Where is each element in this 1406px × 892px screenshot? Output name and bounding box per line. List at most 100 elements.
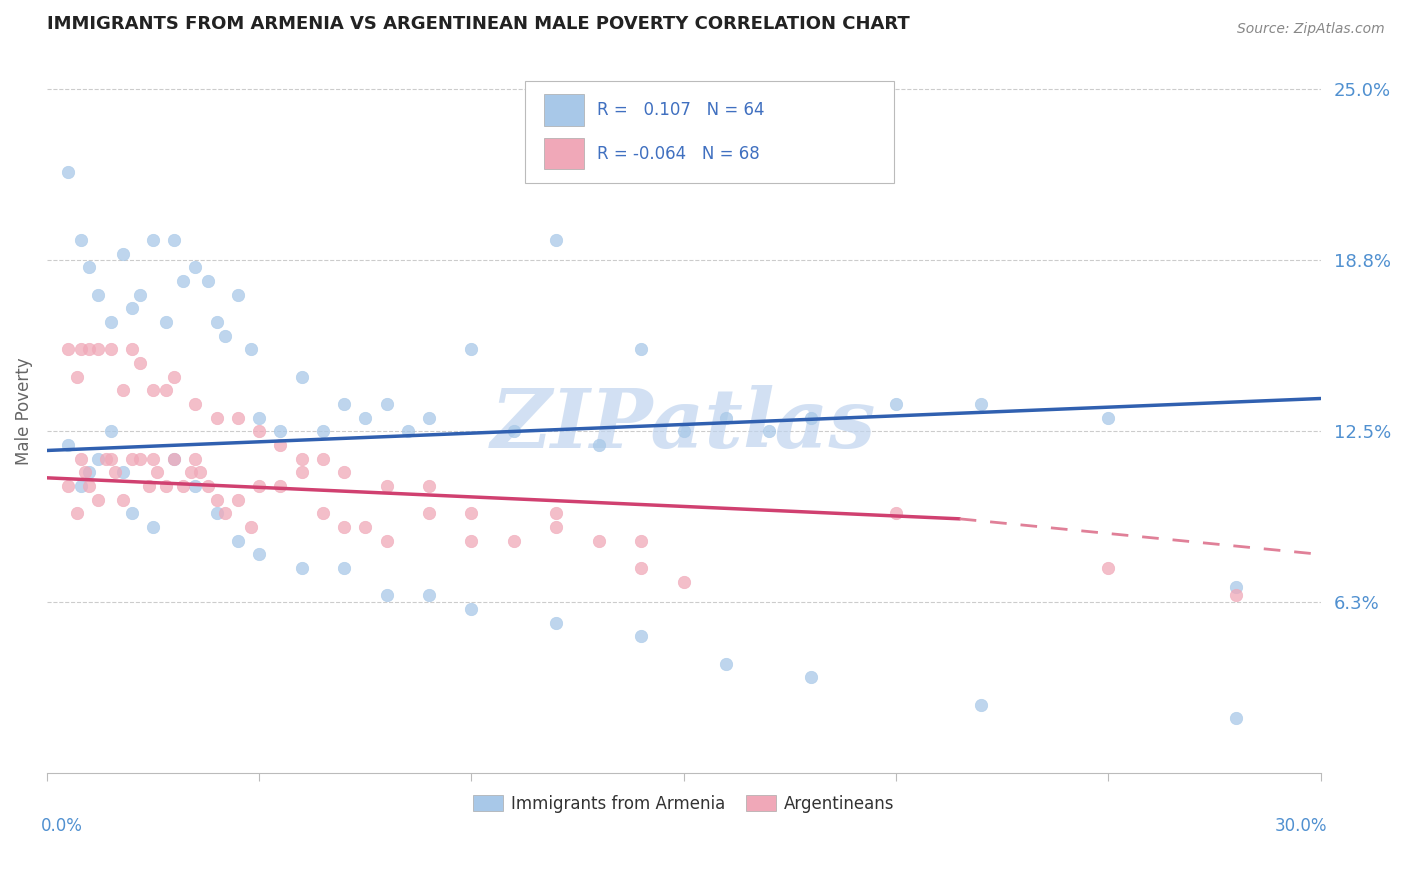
Point (546, 233, 568, 247)
Point (312, 507, 335, 521)
Point (163, 451, 186, 466)
Text: IMMIGRANTS FROM ARMENIA VS ARGENTINEAN MALE POVERTY CORRELATION CHART: IMMIGRANTS FROM ARMENIA VS ARGENTINEAN M… (46, 15, 910, 33)
Point (121, 343, 143, 357)
Point (70, 233, 93, 247)
Point (79, 260, 101, 275)
Point (65, 369, 87, 384)
Point (758, 425, 780, 439)
Point (418, 410, 440, 425)
Point (1097, 410, 1119, 425)
Text: 30.0%: 30.0% (1274, 817, 1327, 835)
Point (672, 425, 695, 439)
Point (121, 301, 143, 316)
Point (312, 425, 335, 439)
Point (226, 287, 249, 301)
Point (800, 410, 823, 425)
Point (247, 548, 270, 562)
Point (188, 466, 211, 480)
Text: Source: ZipAtlas.com: Source: ZipAtlas.com (1237, 22, 1385, 37)
Point (291, 369, 314, 384)
Point (1225, 580, 1247, 594)
Point (418, 589, 440, 603)
Point (142, 384, 165, 398)
Point (418, 507, 440, 521)
Point (163, 369, 186, 384)
Point (800, 670, 823, 684)
Point (546, 507, 568, 521)
Point (205, 410, 228, 425)
Point (121, 451, 143, 466)
Point (197, 479, 219, 493)
Point (155, 384, 177, 398)
Point (79, 479, 101, 493)
Point (226, 492, 249, 507)
Text: 0.0%: 0.0% (41, 817, 83, 835)
Point (112, 492, 135, 507)
Point (104, 466, 127, 480)
Point (1225, 711, 1247, 725)
Point (460, 343, 482, 357)
Point (87, 492, 110, 507)
Point (226, 533, 249, 548)
Point (172, 274, 194, 288)
Point (588, 533, 610, 548)
Point (503, 533, 526, 548)
Point (87, 343, 110, 357)
Point (970, 397, 993, 411)
Point (100, 451, 122, 466)
Point (214, 328, 236, 343)
Point (163, 233, 186, 247)
Point (375, 479, 398, 493)
Point (460, 533, 482, 548)
Point (630, 533, 652, 548)
Point (333, 397, 356, 411)
Point (172, 479, 194, 493)
Point (269, 438, 291, 452)
Point (56, 438, 79, 452)
Point (396, 425, 419, 439)
Y-axis label: Male Poverty: Male Poverty (15, 357, 32, 465)
Point (87, 451, 110, 466)
Point (205, 315, 228, 329)
Point (970, 698, 993, 712)
Point (460, 602, 482, 616)
Point (714, 410, 737, 425)
Point (375, 533, 398, 548)
Point (112, 384, 135, 398)
Point (138, 479, 160, 493)
Point (184, 397, 207, 411)
Point (333, 520, 356, 534)
Point (184, 260, 207, 275)
Point (142, 233, 165, 247)
Point (56, 343, 79, 357)
Point (239, 343, 262, 357)
Text: ZIPatlas: ZIPatlas (491, 385, 876, 466)
Point (354, 520, 377, 534)
FancyBboxPatch shape (544, 94, 585, 126)
Point (333, 466, 356, 480)
Point (184, 479, 207, 493)
Point (630, 630, 652, 644)
Point (1225, 589, 1247, 603)
Point (184, 451, 207, 466)
Point (70, 343, 93, 357)
Point (546, 520, 568, 534)
Point (146, 466, 169, 480)
Point (75, 466, 97, 480)
Point (630, 561, 652, 575)
Point (197, 274, 219, 288)
Point (247, 479, 270, 493)
Point (460, 507, 482, 521)
Point (112, 246, 135, 260)
Point (291, 466, 314, 480)
Point (884, 397, 907, 411)
Point (418, 479, 440, 493)
Point (56, 164, 79, 178)
Point (239, 520, 262, 534)
Point (180, 466, 202, 480)
Point (884, 507, 907, 521)
Point (312, 451, 335, 466)
Point (247, 410, 270, 425)
FancyBboxPatch shape (524, 81, 894, 183)
Point (205, 492, 228, 507)
